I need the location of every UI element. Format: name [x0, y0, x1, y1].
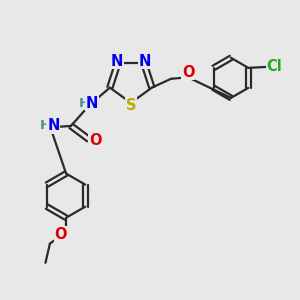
Text: N: N [139, 54, 151, 69]
Text: N: N [47, 118, 59, 133]
Text: H: H [78, 97, 89, 110]
Text: O: O [55, 227, 67, 242]
Text: S: S [126, 98, 136, 113]
Text: O: O [89, 133, 101, 148]
Text: O: O [182, 64, 194, 80]
Text: Cl: Cl [266, 59, 282, 74]
Text: H: H [40, 119, 51, 132]
Text: N: N [86, 96, 98, 111]
Text: N: N [111, 54, 123, 69]
